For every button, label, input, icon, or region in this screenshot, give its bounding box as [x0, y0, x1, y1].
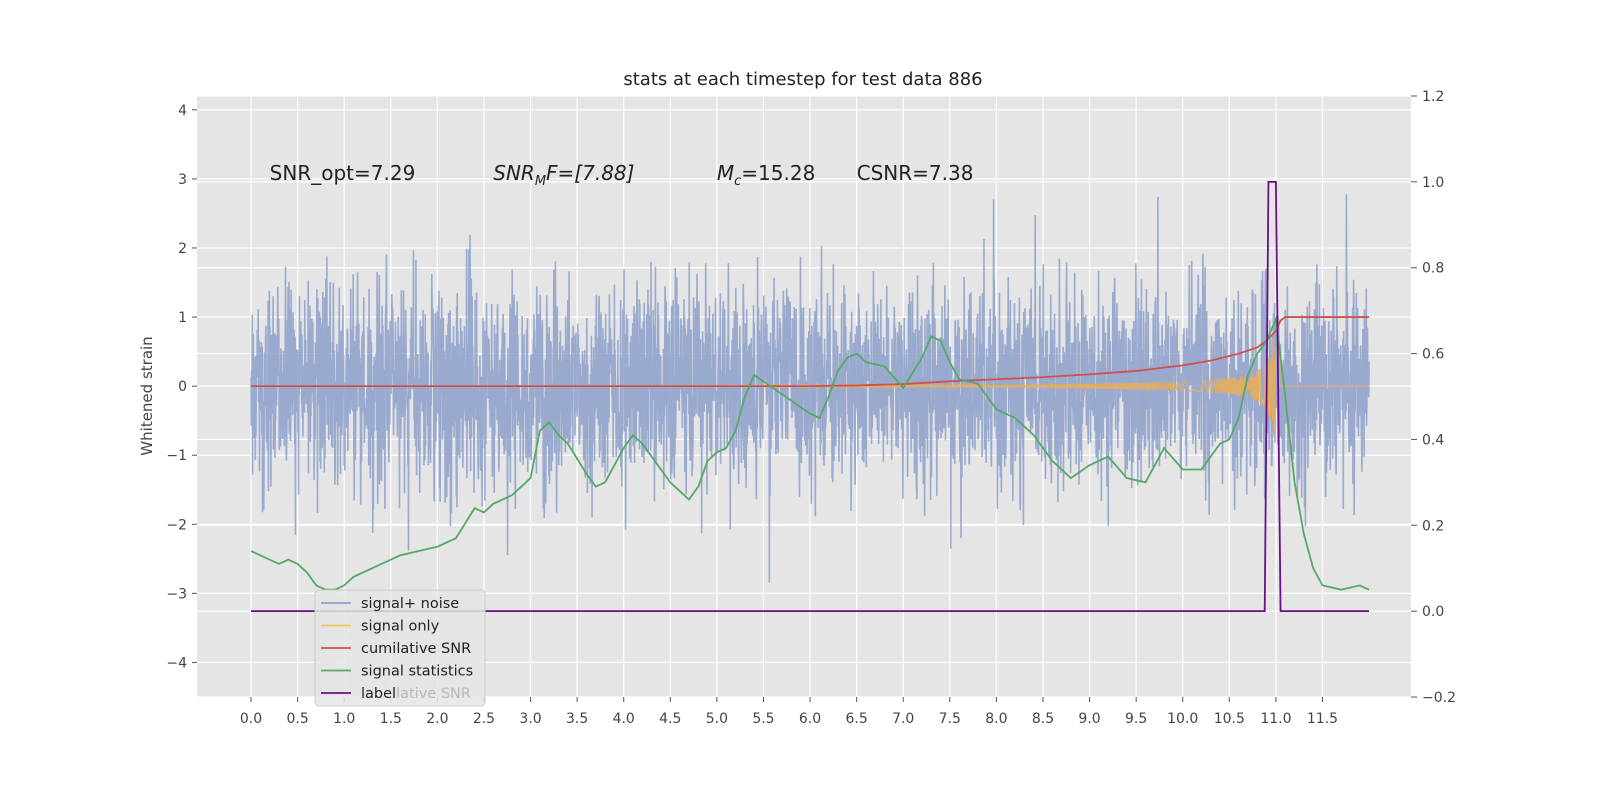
y-axis-left: 4 3 2 1 0 −1 −2 −3 −4	[166, 103, 197, 671]
y2-tick-label: 1.2	[1422, 89, 1444, 105]
annotation-tail: F=[7.88]	[546, 161, 634, 185]
annotation-main: SNR	[493, 161, 535, 185]
x-tick-label: 10.0	[1167, 711, 1198, 727]
y-tick-label: −4	[166, 655, 187, 671]
x-tick-label: 3.5	[566, 711, 588, 727]
y-axis-right: 1.2 1.0 0.8 0.6 0.4 0.2 0.0 −0.2	[1411, 89, 1456, 706]
y-tick-label: 4	[178, 103, 187, 119]
y-tick-label: 1	[178, 310, 187, 326]
legend-label-text: signal only	[361, 619, 440, 635]
x-tick-label: 5.0	[706, 711, 728, 727]
x-tick-label: 1.5	[380, 711, 402, 727]
y2-tick-label: 0.6	[1422, 347, 1444, 363]
x-tick-label: 0.5	[286, 711, 308, 727]
annotations: SNR_opt=7.29 SNRMF=[7.88] Mc=15.28 CSNR=7.3…	[270, 161, 974, 189]
legend-label-text: signal statistics	[361, 664, 473, 680]
x-tick-label: 11.5	[1307, 711, 1338, 727]
stat-annotation: SNR_opt=7.29	[270, 161, 416, 185]
annotation-subscript: M	[535, 174, 546, 189]
legend-label-text: cumilative SNR	[361, 641, 471, 657]
y-tick-label: 2	[178, 241, 187, 257]
y-tick-label: −1	[166, 448, 187, 464]
annotation-main: M	[717, 161, 734, 185]
stat-annotation: CSNR=7.38	[857, 161, 974, 185]
stat-annotation: Mc=15.28	[717, 161, 815, 189]
legend-label: labellative SNR	[361, 686, 471, 702]
x-tick-label: 4.0	[613, 711, 635, 727]
x-axis: 0.0 0.5 1.0 1.5 2.0 2.5 3.0 3.5 4.0 4.5 5.0 5.5 6.0 6…	[240, 697, 1338, 727]
series-signal-statistics	[250, 315, 1370, 591]
x-tick-label: 11.0	[1260, 711, 1291, 727]
x-tick-label: 2.5	[473, 711, 495, 727]
x-tick-label: 6.0	[799, 711, 821, 727]
series-lines	[250, 180, 1370, 613]
y2-tick-label: 0.4	[1422, 432, 1444, 448]
legend-label: signal+ noise	[361, 596, 459, 612]
legend-label: cumilative SNR	[361, 641, 471, 657]
annotation-subscript: c	[734, 174, 741, 189]
annotation-main: SNR_opt=7.29	[270, 161, 416, 185]
x-tick-label: 7.5	[939, 711, 961, 727]
x-tick-label: 9.0	[1078, 711, 1100, 727]
x-tick-label: 4.5	[659, 711, 681, 727]
x-tick-label: 8.5	[1032, 711, 1054, 727]
stat-annotation: SNRMF=[7.88]	[493, 161, 634, 189]
x-tick-label: 9.5	[1125, 711, 1147, 727]
y-tick-label: 0	[178, 379, 187, 395]
series-label	[251, 180, 1370, 613]
legend-box	[314, 589, 486, 707]
legend-ghost-text: lative SNR	[396, 686, 471, 702]
legend-label: signal only	[361, 619, 440, 635]
x-tick-label: 6.5	[846, 711, 868, 727]
y-tick-label: 3	[178, 172, 187, 188]
annotation-tail: =15.28	[741, 161, 815, 185]
x-tick-label: 8.0	[985, 711, 1007, 727]
x-tick-label: 7.0	[892, 711, 914, 727]
x-tick-label: 3.0	[519, 711, 541, 727]
annotation-main: CSNR=7.38	[857, 161, 974, 185]
legend-label-text: label	[361, 686, 396, 702]
y-tick-label: −3	[166, 586, 187, 602]
x-tick-label: 1.0	[333, 711, 355, 727]
x-tick-label: 10.5	[1214, 711, 1245, 727]
x-tick-label: 2.0	[426, 711, 448, 727]
legend-label-text: signal+ noise	[361, 596, 459, 612]
x-tick-label: 5.5	[752, 711, 774, 727]
legend: signal+ noise signal only cumilative SNR si…	[314, 589, 486, 707]
y2-tick-label: 0.2	[1422, 518, 1444, 534]
y-tick-label: −2	[166, 517, 187, 533]
y2-tick-label: 1.0	[1422, 175, 1444, 191]
y2-tick-label: −0.2	[1422, 690, 1456, 706]
x-tick-label: 0.0	[240, 711, 262, 727]
y2-tick-label: 0.0	[1422, 604, 1444, 620]
legend-label: signal statistics	[361, 664, 473, 680]
chart-title: stats at each timestep for test data 886	[623, 69, 982, 90]
y2-tick-label: 0.8	[1422, 261, 1444, 277]
y-axis-label: Whitened strain	[138, 336, 156, 455]
